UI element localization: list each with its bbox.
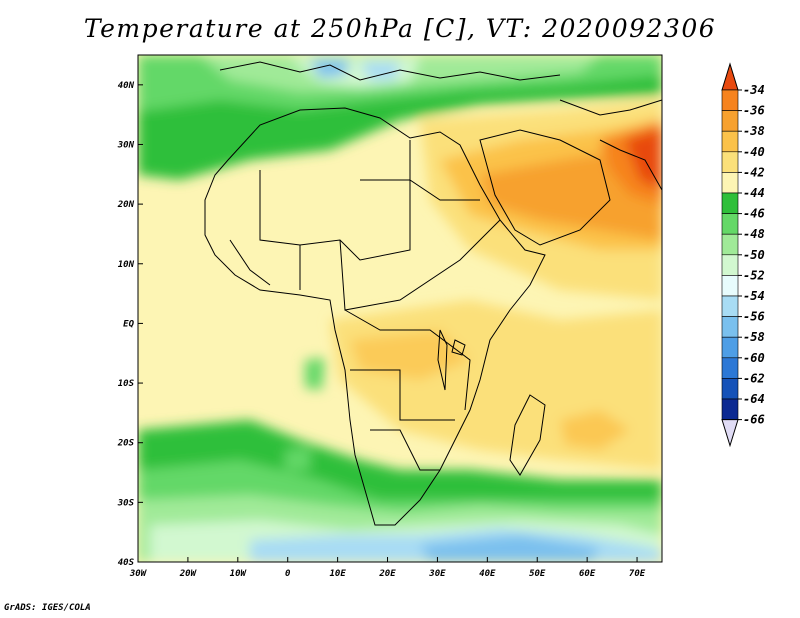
- colorbar-swatch: [721, 233, 739, 256]
- colorbar-swatch: [721, 254, 739, 276]
- colorbar-legend: -34 -36 -38 -40 -42 -44 -46 -48 -50 -52 -54 -56 -58 -…: [721, 62, 765, 448]
- colorbar-bottom-arrow: [721, 419, 739, 448]
- lat-tick-label: 30S: [117, 498, 135, 508]
- lat-tick-label: 10S: [118, 379, 135, 389]
- lon-tick-label: 40E: [479, 569, 496, 579]
- colorbar-swatch: [721, 89, 739, 111]
- colorbar-swatch: [721, 213, 739, 235]
- colorbar-label: -40: [743, 145, 765, 159]
- map-title: Temperature at 250hPa [C], VT: 202009230…: [83, 14, 717, 43]
- colorbar-label: -44: [743, 186, 765, 200]
- lon-tick-label: 20W: [179, 569, 198, 579]
- lat-tick-label: 20N: [117, 200, 135, 210]
- colorbar-label: -48: [743, 227, 765, 241]
- colorbar-swatch: [721, 398, 739, 420]
- colorbar-swatch: [721, 295, 739, 317]
- colorbar-swatch: [721, 192, 739, 214]
- lat-tick-label: 10N: [118, 260, 135, 270]
- plot-frame: [137, 54, 663, 563]
- lat-tick-label: 20S: [117, 439, 135, 449]
- lon-tick-label: 20E: [378, 569, 396, 579]
- colorbar-label: -60: [743, 351, 765, 365]
- lon-tick-label: 60E: [579, 569, 596, 579]
- latitude-axis: 40N 30N 20N 10N EQ 10S 20S 30S 40S: [117, 81, 143, 568]
- colorbar-label: -62: [743, 371, 765, 385]
- lat-tick-label: EQ: [123, 319, 134, 329]
- colorbar-swatch: [721, 316, 739, 338]
- colorbar-swatch: [721, 172, 739, 194]
- colorbar-swatch: [721, 378, 739, 400]
- colorbar-label: -58: [743, 330, 765, 344]
- colorbar-swatch: [721, 357, 739, 379]
- colorbar-top-arrow: [721, 62, 739, 91]
- colorbar-label: -42: [743, 165, 765, 179]
- grads-credit: GrADS: IGES/COLA: [4, 603, 91, 613]
- lon-tick-label: 30E: [428, 569, 446, 579]
- longitude-axis: 30W 20W 10W 0 10E 20E 30E 40E 50E 60E 70E: [129, 557, 646, 579]
- lon-tick-label: 10W: [230, 569, 248, 579]
- colorbar-label: -50: [743, 248, 765, 262]
- colorbar-swatch: [721, 130, 739, 153]
- colorbar-label: -56: [743, 310, 765, 324]
- colorbar-label: -66: [743, 413, 765, 427]
- colorbar-swatch: [721, 151, 739, 173]
- coastline-outline: [204, 61, 662, 526]
- colorbar-label: -64: [743, 392, 765, 406]
- lat-tick-label: 40N: [118, 81, 135, 91]
- lon-tick-label: 30W: [129, 569, 148, 579]
- lon-tick-label: 70E: [629, 569, 646, 579]
- lon-tick-label: 0: [285, 569, 291, 579]
- lon-tick-label: 50E: [529, 569, 546, 579]
- lon-tick-label: 10E: [329, 569, 346, 579]
- colorbar-label: -34: [743, 83, 765, 97]
- colorbar-label: -38: [743, 124, 765, 138]
- colorbar-label: -36: [743, 104, 765, 118]
- colorbar-label: -52: [743, 268, 765, 282]
- colorbar-swatch: [721, 275, 739, 297]
- lat-tick-label: 30N: [117, 140, 135, 150]
- colorbar-swatch: [721, 110, 739, 132]
- colorbar-label: -54: [743, 289, 765, 303]
- colorbar-swatch: [721, 336, 739, 359]
- colorbar-label: -46: [743, 207, 765, 221]
- lat-tick-label: 40S: [118, 558, 135, 568]
- temperature-field: [138, 55, 662, 562]
